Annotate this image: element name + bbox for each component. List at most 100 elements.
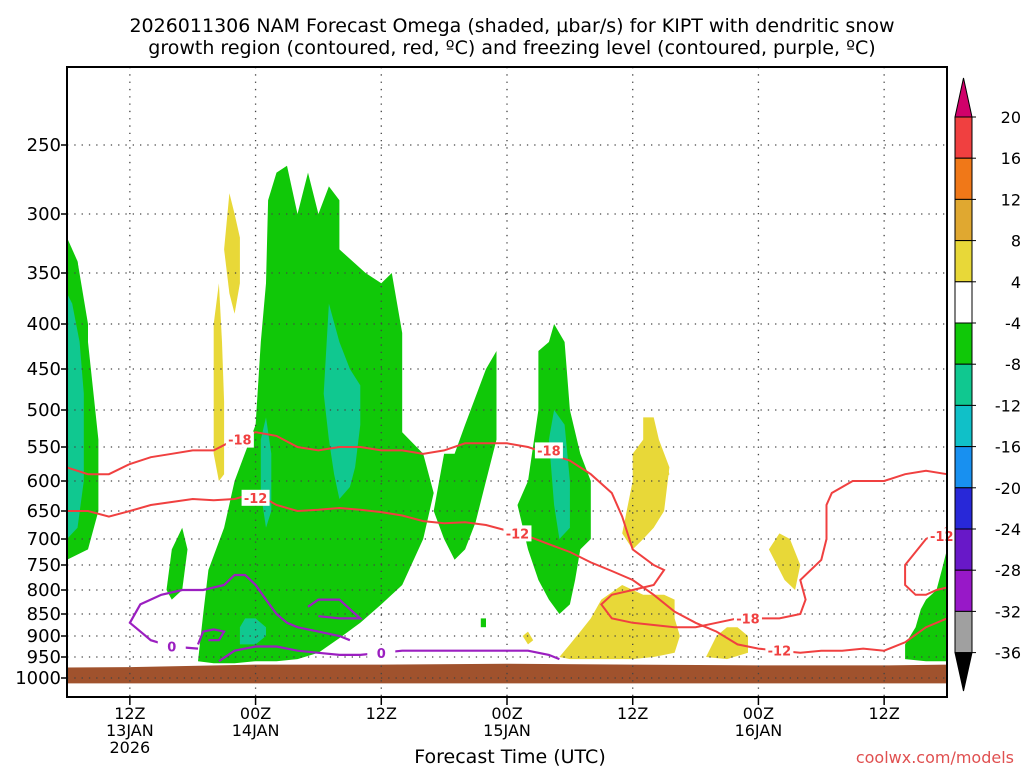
- contour-label-bg: [927, 528, 956, 545]
- omega-region-4: [653, 453, 670, 487]
- x-tick-label: 2026: [109, 738, 150, 757]
- contour-label: -18: [736, 612, 760, 627]
- x-tick-label: 15JAN: [483, 721, 531, 740]
- colorbar-label: -12: [995, 396, 1021, 415]
- colorbar-label: 8: [1011, 232, 1021, 251]
- dgz-contour--12: [904, 526, 948, 596]
- omega-region--12: [548, 410, 570, 539]
- colorbar-label: -20: [995, 479, 1021, 498]
- omega-shading: [67, 165, 947, 664]
- y-tick-label: 450: [27, 359, 61, 380]
- dgz-contour--12: [67, 491, 948, 654]
- contour-label-bg: [765, 642, 794, 659]
- x-tick-label: 14JAN: [232, 721, 280, 740]
- omega-region-4: [768, 533, 801, 590]
- chart-title-line2: growth region (contoured, red, ºC) and f…: [148, 37, 875, 59]
- y-tick-label: 350: [27, 263, 61, 284]
- colorbar-segment: [954, 240, 973, 283]
- y-tick-label: 850: [27, 604, 61, 625]
- omega-region--12: [67, 293, 84, 539]
- colorbar-segment: [954, 528, 973, 571]
- colorbar-segment: [954, 116, 973, 159]
- colorbar-label: 20: [1001, 108, 1021, 127]
- dgz-contour--18: [66, 431, 948, 629]
- y-tick-label: 300: [27, 204, 61, 225]
- omega-region--12: [323, 303, 361, 499]
- x-tick-label: 16JAN: [735, 721, 783, 740]
- contour-label-bg: [225, 431, 254, 448]
- colorbar-label: -36: [995, 644, 1021, 663]
- contour-label: -18: [537, 444, 561, 459]
- colorbar-label: 16: [1001, 149, 1021, 168]
- omega-region-4: [706, 627, 748, 660]
- y-tick-label: 600: [27, 471, 61, 492]
- omega-region-4: [522, 631, 534, 645]
- contour-label: 0: [167, 641, 176, 656]
- grid-lines: [67, 67, 947, 697]
- temperature-contours: -18 -18 -18 -12 -12 -12 -12 0 0: [66, 431, 956, 663]
- contour-label-bg: [241, 489, 270, 506]
- y-tick-label: 900: [27, 626, 61, 647]
- y-tick-label: 950: [27, 647, 61, 668]
- contour-label-bg: [733, 610, 762, 627]
- plot-area: -18 -18 -18 -12 -12 -12 -12 0 0: [66, 66, 956, 698]
- contour-label: -18: [228, 434, 252, 449]
- omega-region--8: [433, 351, 497, 560]
- colorbar-label: -8: [1005, 355, 1021, 374]
- x-tick-label: 12Z: [366, 704, 397, 723]
- y-tick-label: 500: [27, 400, 61, 421]
- y-tick-label: 650: [27, 501, 61, 522]
- colorbar-segment: [954, 404, 973, 448]
- x-tick-label: 12Z: [868, 704, 899, 723]
- colorbar-segment: [954, 446, 973, 489]
- colorbar-label: -28: [995, 561, 1021, 580]
- credit-text: coolwx.com/models: [856, 748, 1014, 767]
- chart-title-line1: 2026011306 NAM Forecast Omega (shaded, µ…: [129, 15, 894, 37]
- colorbar-segment: [954, 363, 973, 406]
- colorbar-label: 12: [1001, 190, 1021, 209]
- omega-region-4: [559, 585, 680, 660]
- colorbar-segment: [954, 610, 973, 654]
- contour-label-bg: [503, 525, 532, 542]
- colorbar-segment: [954, 281, 973, 324]
- contour-label-bg: [534, 442, 563, 459]
- x-tick-label: 12Z: [617, 704, 648, 723]
- y-tick-label: 1000: [15, 668, 61, 689]
- colorbar: 20 16 12 8 4 -4 -8 -12 -16 -20 -24 -28 -32 -36: [954, 77, 1021, 692]
- contour-label-bg: [367, 644, 396, 661]
- omega-region-4: [213, 283, 225, 481]
- colorbar-top-triangle: [954, 77, 973, 118]
- y-tick-label: 700: [27, 529, 61, 550]
- omega-region--8: [166, 527, 188, 600]
- contour-label: 0: [377, 647, 386, 662]
- x-axis-title: Forecast Time (UTC): [414, 746, 605, 768]
- omega-region--12: [239, 618, 266, 645]
- y-tick-label: 550: [27, 437, 61, 458]
- omega-region-4: [622, 417, 670, 550]
- omega-region--8: [480, 618, 486, 628]
- y-axis: 2503003504004505005506006507007508008509…: [15, 135, 67, 689]
- freezing-level-contour: [307, 598, 364, 620]
- y-tick-label: 250: [27, 135, 61, 156]
- colorbar-label: 4: [1011, 273, 1021, 292]
- colorbar-segment: [954, 322, 973, 365]
- colorbar-segment: [954, 198, 973, 242]
- y-tick-label: 800: [27, 580, 61, 601]
- contour-label: -12: [244, 492, 268, 507]
- freezing-level-contour: [196, 628, 226, 645]
- colorbar-label: -4: [1005, 314, 1021, 333]
- omega-region-4: [224, 193, 240, 314]
- colorbar-label: -24: [995, 520, 1021, 539]
- contour-label: -12: [930, 530, 954, 545]
- contour-label: -12: [506, 527, 530, 542]
- colorbar-segment: [954, 487, 973, 530]
- colorbar-segment: [954, 569, 973, 612]
- colorbar-label: -16: [995, 438, 1021, 457]
- freezing-level-contour: [128, 573, 351, 650]
- colorbar-segment: [954, 157, 973, 200]
- y-tick-label: 750: [27, 555, 61, 576]
- omega-region--8: [905, 549, 947, 662]
- y-tick-label: 400: [27, 314, 61, 335]
